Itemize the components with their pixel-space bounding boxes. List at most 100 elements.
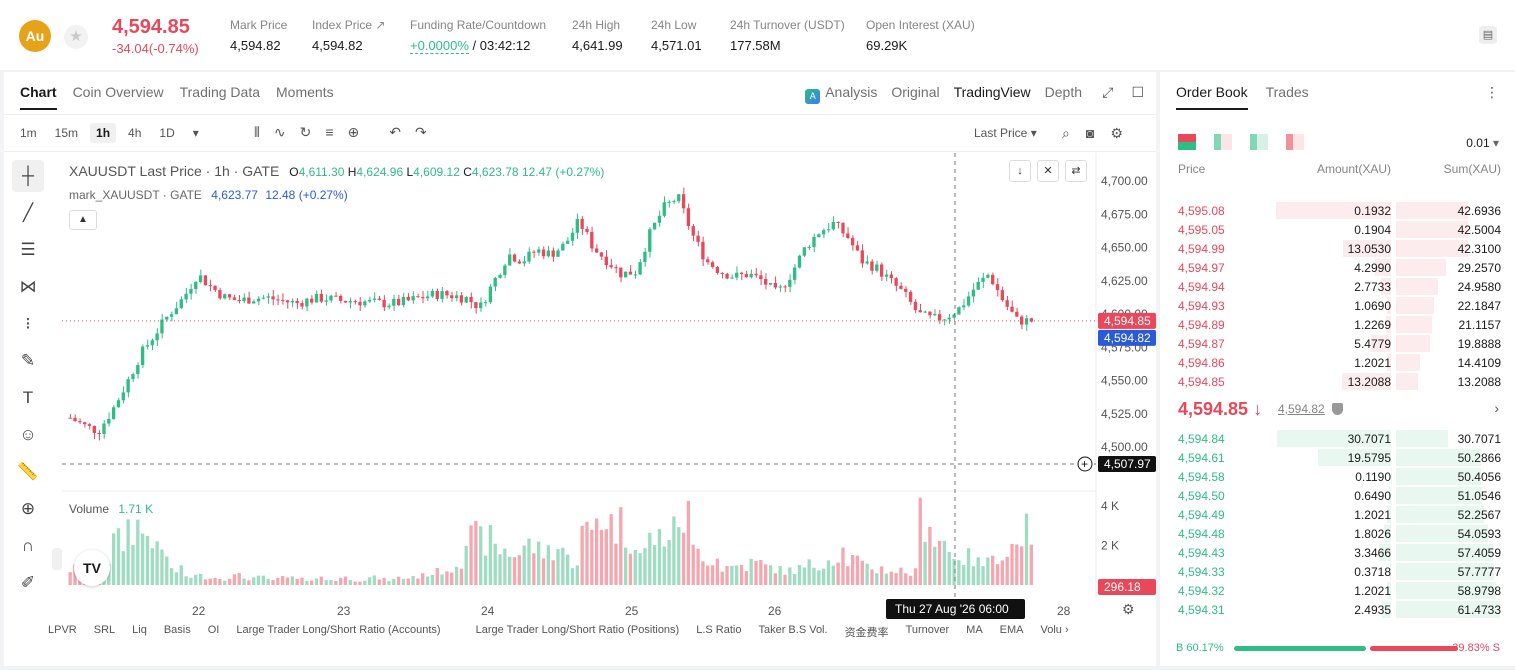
tab-trading-data[interactable]: Trading Data [179,84,261,100]
tab-original[interactable]: Original [891,84,940,100]
tab-tradingview[interactable]: TradingView [953,84,1031,100]
templates-icon[interactable]: ≡ [325,124,334,140]
bid-row[interactable]: 4,594.49 1.2021 52.2567 [1160,505,1515,524]
chevron-down-icon[interactable]: ▾ [192,126,199,140]
tab-moments[interactable]: Moments [276,84,334,100]
tab-depth[interactable]: Depth [1044,84,1082,100]
interval-4h[interactable]: 4h [128,126,142,140]
mid-mark-price[interactable]: 4,594.82 [1278,402,1325,416]
ask-row[interactable]: 4,594.97 4.2990 29.2570 [1160,258,1515,277]
pattern-icon[interactable]: ⋈ [19,277,37,296]
interval-15m[interactable]: 15m [54,126,79,140]
add-alert-crosshair-icon[interactable] [1077,456,1093,472]
indicator-lpvr[interactable]: LPVR [48,624,77,636]
bid-row[interactable]: 4,594.32 1.2021 58.9798 [1160,581,1515,600]
crosshair-icon[interactable]: ┼ [12,160,44,192]
funding-rate-value[interactable]: +0.0000% [410,38,469,54]
magnet-icon[interactable]: ∩ [21,536,35,555]
ask-row[interactable]: 4,594.87 5.4779 19.8888 [1160,334,1515,353]
compress-icon[interactable]: ✕ [1037,160,1059,182]
ruler-icon[interactable]: 📏 [17,462,39,481]
pencil-lock-icon[interactable]: ✐ [20,573,36,592]
chevron-down-icon[interactable]: ▾ [1492,136,1499,150]
indicator-turnover[interactable]: Turnover [905,624,950,636]
chevron-right-icon[interactable]: › [1065,624,1069,636]
indicator-volume-label[interactable]: Volu [1040,624,1062,636]
interval-1h[interactable]: 1h [90,123,117,143]
prediction-icon[interactable]: ⁝ [25,314,31,333]
stat-label[interactable]: Index Price ↗ [312,18,386,32]
favorite-star-icon[interactable]: ★ [64,25,88,49]
view-bids-icon[interactable] [1214,134,1232,150]
bid-row[interactable]: 4,594.48 1.8026 54.0593 [1160,524,1515,543]
fib-icon[interactable]: ☰ [20,240,36,259]
emoji-icon[interactable]: ☺ [19,425,37,444]
tab-coin-overview[interactable]: Coin Overview [72,84,164,100]
ask-row[interactable]: 4,594.99 13.0530 42.3100 [1160,239,1515,258]
view-both-icon[interactable] [1178,134,1196,150]
arrow-down-icon[interactable]: ↓ [1009,160,1031,182]
ask-row[interactable]: 4,594.85 13.2088 13.2088 [1160,372,1515,391]
indicator-basis[interactable]: Basis [163,624,191,636]
bid-row[interactable]: 4,594.84 30.7071 30.7071 [1160,429,1515,448]
indicator-funding-rate[interactable]: 资金费率 [844,627,889,639]
redo-icon[interactable]: ↷ [415,124,427,140]
interval-1m[interactable]: 1m [20,126,37,140]
swap-icon[interactable]: ⇄ [1065,160,1087,182]
camera-icon[interactable]: ◙ [1085,125,1095,141]
trend-line-icon[interactable]: ╱ [22,203,34,222]
bid-row[interactable]: 4,594.61 19.5795 50.2866 [1160,448,1515,467]
more-icon[interactable]: ⋮ [1485,84,1499,100]
bid-row[interactable]: 4,594.50 0.6490 51.0546 [1160,486,1515,505]
price-type-select[interactable]: Last Price ▾ [974,126,1037,140]
search-icon[interactable]: ⌕ [1062,125,1070,141]
chevron-right-icon[interactable]: › [1494,400,1499,416]
indicator-srl[interactable]: SRL [93,624,116,636]
tab-chart[interactable]: Chart [20,84,57,110]
add-alert-icon[interactable]: ⊕ [347,124,360,140]
price-type-label[interactable]: Last Price [974,126,1028,140]
precision-value[interactable]: 0.01 [1466,136,1490,150]
notes-icon[interactable]: ▤ [1479,26,1497,44]
tradingview-logo-icon[interactable]: TV [74,550,110,586]
volume-collapse-handle[interactable] [52,548,62,570]
tab-analysis[interactable]: A Analysis [805,84,877,104]
ask-row[interactable]: 4,594.89 1.2269 21.1157 [1160,315,1515,334]
ask-row[interactable]: 4,594.94 2.7733 24.9580 [1160,277,1515,296]
indicator-ema[interactable]: EMA [999,624,1024,636]
ask-row[interactable]: 4,594.93 1.0690 22.1847 [1160,296,1515,315]
indicator-ltlsr-positions[interactable]: Large Trader Long/Short Ratio (Positions… [475,624,680,636]
undo-icon[interactable]: ↶ [389,124,401,140]
ask-row[interactable]: 4,594.86 1.2021 14.4109 [1160,353,1515,372]
view-sums-icon[interactable] [1250,134,1268,150]
stat-index-price[interactable]: Index Price ↗ 4,594.82 [312,18,385,53]
replay-icon[interactable]: ↻ [299,124,312,140]
price-chart[interactable]: 4,700.004,675.004,650.004,625.004,600.00… [4,153,1156,623]
indicator-taker-vol[interactable]: Taker B.S Vol. [758,624,828,636]
tab-order-book[interactable]: Order Book [1176,84,1248,110]
expand-icon[interactable]: ⤢ [1102,84,1114,100]
view-asks-icon[interactable] [1286,134,1304,150]
indicator-liq[interactable]: Liq [132,624,147,636]
indicator-volume[interactable]: Volu › [1041,624,1069,640]
collapse-legend-button[interactable]: ▲ [69,210,97,230]
tab-analysis-label[interactable]: Analysis [825,84,878,100]
candle-type-icon[interactable]: ⫴ [254,124,260,140]
text-icon[interactable]: T [22,388,34,407]
indicator-ma[interactable]: MA [966,624,983,636]
tab-trades[interactable]: Trades [1265,84,1309,100]
window-icon[interactable]: ☐ [1131,84,1144,100]
zoom-in-icon[interactable]: ⊕ [20,499,36,518]
interval-1d[interactable]: 1D [159,126,175,140]
precision-select[interactable]: 0.01 ▾ [1466,136,1499,150]
indicator-oi[interactable]: OI [207,624,220,636]
ask-row[interactable]: 4,595.05 0.1904 42.5004 [1160,220,1515,239]
chevron-down-icon[interactable]: ▾ [1030,126,1037,140]
bid-row[interactable]: 4,594.43 3.3466 57.4059 [1160,543,1515,562]
gear-icon[interactable]: ⚙ [1110,125,1123,141]
bid-row[interactable]: 4,594.33 0.3718 57.7777 [1160,562,1515,581]
indicators-icon[interactable]: ∿ [273,124,286,140]
indicator-ltlsr-accounts[interactable]: Large Trader Long/Short Ratio (Accounts) [236,624,441,636]
ask-row[interactable]: 4,595.08 0.1932 42.6936 [1160,201,1515,220]
bid-row[interactable]: 4,594.58 0.1190 50.4056 [1160,467,1515,486]
